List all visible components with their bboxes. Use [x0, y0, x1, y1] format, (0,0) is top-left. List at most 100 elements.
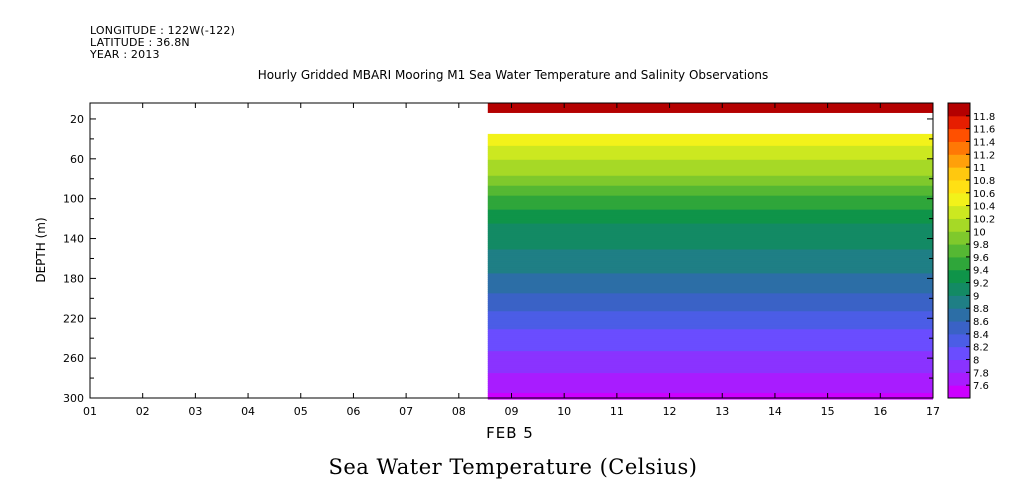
data-band: [487, 387, 933, 390]
colorbar-label: 8.8: [973, 304, 989, 315]
data-band: [487, 275, 933, 279]
x-tick-label: 05: [294, 405, 308, 418]
data-band: [487, 143, 933, 147]
data-band: [487, 193, 933, 197]
data-band: [487, 339, 933, 342]
data-band: [487, 137, 933, 141]
colorbar-label: 8.2: [973, 343, 989, 354]
data-band: [487, 241, 933, 245]
colorbar-swatch: [948, 359, 970, 373]
data-band: [487, 313, 933, 316]
meta-latitude: LATITUDE : 36.8N: [90, 36, 190, 49]
data-band: [487, 297, 933, 300]
colorbar-swatch: [948, 103, 970, 117]
data-band: [487, 283, 933, 286]
data-band: [487, 331, 933, 334]
colorbar-swatch: [948, 115, 970, 130]
y-tick-label: 260: [63, 352, 84, 365]
data-band: [487, 239, 933, 243]
data-band: [487, 225, 933, 229]
data-band: [487, 379, 933, 382]
colorbar-label: 11.4: [973, 137, 995, 148]
data-band: [487, 235, 933, 239]
data-band: [487, 173, 933, 177]
data-band: [487, 215, 933, 219]
colorbar-swatch: [948, 372, 970, 386]
colorbar-swatch: [948, 269, 970, 284]
data-band: [487, 185, 933, 189]
chart-subtitle: Sea Water Temperature (Celsius): [328, 455, 698, 479]
data-band: [487, 383, 933, 386]
x-tick-label: 17: [926, 405, 940, 418]
x-tick-label: 11: [610, 405, 624, 418]
data-band: [487, 181, 933, 185]
colorbar-swatch: [948, 128, 970, 142]
x-tick-label: 14: [768, 405, 782, 418]
data-band: [487, 227, 933, 231]
x-tick-label: 02: [136, 405, 150, 418]
x-tick-label: 10: [557, 405, 571, 418]
data-band: [487, 155, 933, 159]
data-band: [487, 203, 933, 207]
x-tick-label: 15: [821, 405, 835, 418]
data-band: [487, 211, 933, 215]
data-band: [487, 373, 933, 376]
data-band: [487, 327, 933, 330]
data-band: [487, 315, 933, 318]
data-band: [487, 205, 933, 209]
colorbar-swatch: [948, 256, 970, 271]
data-band: [487, 217, 933, 221]
data-band: [487, 175, 933, 179]
x-tick-label: 03: [188, 405, 202, 418]
colorbar-swatch: [948, 231, 970, 245]
data-band: [487, 319, 933, 322]
data-band: [487, 139, 933, 143]
data-band: [487, 199, 933, 203]
data-band: [487, 289, 933, 292]
data-band: [487, 207, 933, 211]
colorbar-label: 11: [973, 163, 986, 174]
data-band: [487, 255, 933, 259]
data-band: [487, 169, 933, 173]
colorbar-label: 8: [973, 356, 979, 367]
data-band: [487, 329, 933, 332]
data-band: [487, 257, 933, 261]
data-band: [487, 247, 933, 251]
data-band: [487, 355, 933, 358]
colorbar-label: 11.8: [973, 112, 995, 123]
data-band: [487, 393, 933, 396]
data-band: [487, 145, 933, 149]
data-band: [487, 371, 933, 374]
x-tick-label: 06: [346, 405, 360, 418]
y-tick-label: 140: [63, 233, 84, 246]
data-band: [487, 377, 933, 380]
data-band: [487, 389, 933, 392]
colorbar-label: 10.6: [973, 189, 995, 200]
meta-year: YEAR : 2013: [90, 48, 160, 61]
data-band: [487, 223, 933, 227]
colorbar-label: 9.6: [973, 253, 989, 264]
data-band: [487, 219, 933, 223]
data-band: [487, 365, 933, 368]
data-band: [487, 323, 933, 326]
y-tick-label: 300: [63, 392, 84, 405]
colorbar-label: 11.2: [973, 150, 995, 161]
colorbar-label: 10.2: [973, 214, 995, 225]
data-band: [487, 237, 933, 241]
data-band: [487, 265, 933, 269]
data-band: [487, 391, 933, 394]
data-band: [487, 249, 933, 253]
y-tick-label: 180: [63, 272, 84, 285]
data-band: [487, 201, 933, 205]
data-band: [487, 345, 933, 348]
data-band: [487, 161, 933, 165]
data-band: [487, 147, 933, 151]
data-band: [487, 305, 933, 308]
colorbar-swatch: [948, 244, 970, 258]
colorbar-label: 9.8: [973, 240, 989, 251]
data-band: [487, 311, 933, 314]
colorbar-swatch: [948, 141, 970, 155]
data-band: [487, 359, 933, 362]
data-band: [487, 395, 933, 398]
